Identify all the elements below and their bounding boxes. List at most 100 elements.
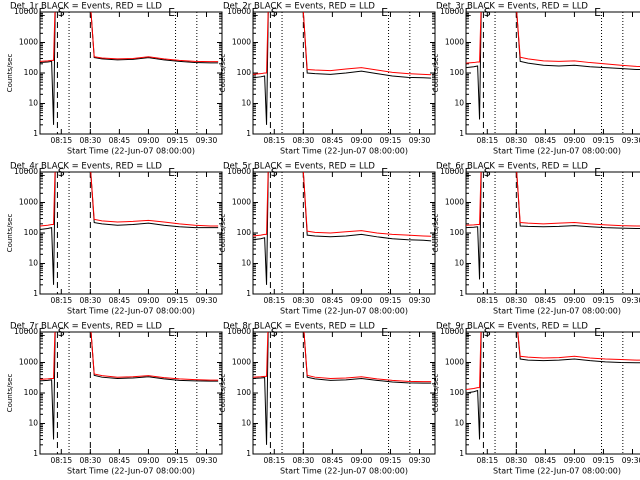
x-tick-label: 09:15: [593, 296, 615, 305]
y-axis-label: Counts/sec: [432, 214, 440, 253]
data-line: [253, 332, 432, 383]
data-line: [253, 172, 432, 237]
y-tick-label: 10: [28, 419, 38, 428]
y-tick-label: 10: [28, 259, 38, 268]
annotation: S: [484, 326, 491, 339]
x-tick-label: 08:45: [109, 456, 131, 465]
x-tick-label: 08:45: [535, 136, 557, 145]
y-tick-label: 100: [237, 68, 252, 77]
x-tick-label: 09:15: [167, 296, 189, 305]
panel: Det_1r BLACK = Events, RED = LLD Start Ti…: [6, 2, 223, 156]
panel: Det_5r BLACK = Events, RED = LLD Start Ti…: [219, 162, 436, 316]
y-tick-label: 10: [454, 419, 464, 428]
y-tick-label: 10000: [14, 327, 38, 336]
x-tick-label: 08:30: [80, 296, 102, 305]
y-tick-label: 10000: [227, 7, 251, 16]
x-tick-label: 09:15: [167, 136, 189, 145]
x-tick-label: 08:30: [80, 456, 102, 465]
x-tick-label: 08:30: [506, 136, 528, 145]
y-tick-label: 100: [24, 388, 39, 397]
x-tick-label: 09:00: [564, 296, 586, 305]
x-tick-label: 08:15: [263, 136, 285, 145]
x-tick-label: 09:30: [196, 456, 218, 465]
y-axis-label: Counts/sec: [6, 374, 14, 413]
y-tick-label: 10: [454, 99, 464, 108]
panel: Det_3r BLACK = Events, RED = LLD Start Ti…: [432, 2, 640, 156]
annotation: E: [381, 6, 388, 19]
data-line: [40, 12, 219, 125]
y-tick-label: 1000: [232, 198, 251, 207]
x-axis-label: Start Time (22-Jun-07 08:00:00): [493, 467, 621, 476]
annotation: E: [168, 6, 175, 19]
x-tick-label: 09:00: [564, 456, 586, 465]
annotation: E: [594, 166, 601, 179]
x-axis-label: Start Time (22-Jun-07 08:00:00): [493, 147, 621, 156]
chart-title: Det_8r BLACK = Events, RED = LLD: [223, 322, 375, 332]
annotation: E: [38, 166, 45, 179]
y-tick-label: 10000: [14, 7, 38, 16]
data-line: [40, 172, 219, 285]
x-tick-label: 09:15: [380, 296, 402, 305]
x-tick-label: 08:15: [476, 136, 498, 145]
data-line: [253, 172, 432, 285]
annotation: S: [58, 6, 65, 19]
y-tick-label: 1000: [445, 198, 464, 207]
x-tick-label: 08:45: [535, 296, 557, 305]
annotation: E: [251, 326, 258, 339]
y-tick-label: 10000: [440, 327, 464, 336]
y-tick-label: 1: [459, 449, 464, 458]
y-tick-label: 100: [237, 228, 252, 237]
x-tick-label: 09:00: [138, 296, 160, 305]
x-axis-label: Start Time (22-Jun-07 08:00:00): [280, 307, 408, 316]
data-line: [466, 12, 640, 120]
y-tick-label: 1: [246, 449, 251, 458]
y-axis-label: Counts/sec: [219, 214, 227, 253]
annotation: E: [381, 166, 388, 179]
y-tick-label: 100: [24, 228, 39, 237]
y-tick-label: 1000: [232, 358, 251, 367]
plot-frame: [465, 331, 640, 455]
x-tick-label: 09:15: [380, 456, 402, 465]
annotation: S: [58, 326, 65, 339]
y-tick-label: 1000: [232, 38, 251, 47]
y-tick-label: 1000: [445, 358, 464, 367]
plot-frame: [252, 171, 436, 295]
annotation: S: [484, 6, 491, 19]
y-tick-label: 1: [459, 129, 464, 138]
x-tick-label: 09:00: [351, 136, 373, 145]
y-tick-label: 10: [241, 259, 251, 268]
x-tick-label: 09:15: [167, 456, 189, 465]
data-line: [253, 12, 432, 76]
x-axis-label: Start Time (22-Jun-07 08:00:00): [67, 147, 195, 156]
x-tick-label: 08:30: [293, 296, 315, 305]
x-tick-label: 09:30: [409, 456, 431, 465]
data-line: [40, 332, 219, 440]
x-tick-label: 09:30: [622, 296, 640, 305]
x-tick-label: 08:30: [293, 136, 315, 145]
y-tick-label: 100: [450, 228, 465, 237]
x-tick-label: 09:00: [564, 136, 586, 145]
data-line: [466, 172, 640, 280]
y-tick-label: 1: [33, 129, 38, 138]
x-axis-label: Start Time (22-Jun-07 08:00:00): [67, 307, 195, 316]
data-line: [466, 332, 640, 391]
annotation: E: [464, 6, 471, 19]
y-tick-label: 10: [241, 99, 251, 108]
x-tick-label: 09:30: [409, 296, 431, 305]
x-tick-label: 08:15: [263, 296, 285, 305]
data-line: [253, 12, 432, 125]
y-tick-label: 1: [246, 289, 251, 298]
x-tick-label: 09:30: [409, 136, 431, 145]
x-tick-label: 09:15: [593, 456, 615, 465]
annotation: E: [594, 6, 601, 19]
plot-frame: [465, 171, 640, 295]
x-tick-label: 09:30: [196, 296, 218, 305]
panel: Det_4r BLACK = Events, RED = LLD Start Ti…: [6, 162, 223, 316]
data-line: [466, 172, 640, 227]
x-axis-label: Start Time (22-Jun-07 08:00:00): [280, 467, 408, 476]
data-line: [466, 12, 640, 68]
y-tick-label: 100: [237, 388, 252, 397]
x-tick-label: 08:45: [109, 136, 131, 145]
x-axis-label: Start Time (22-Jun-07 08:00:00): [67, 467, 195, 476]
